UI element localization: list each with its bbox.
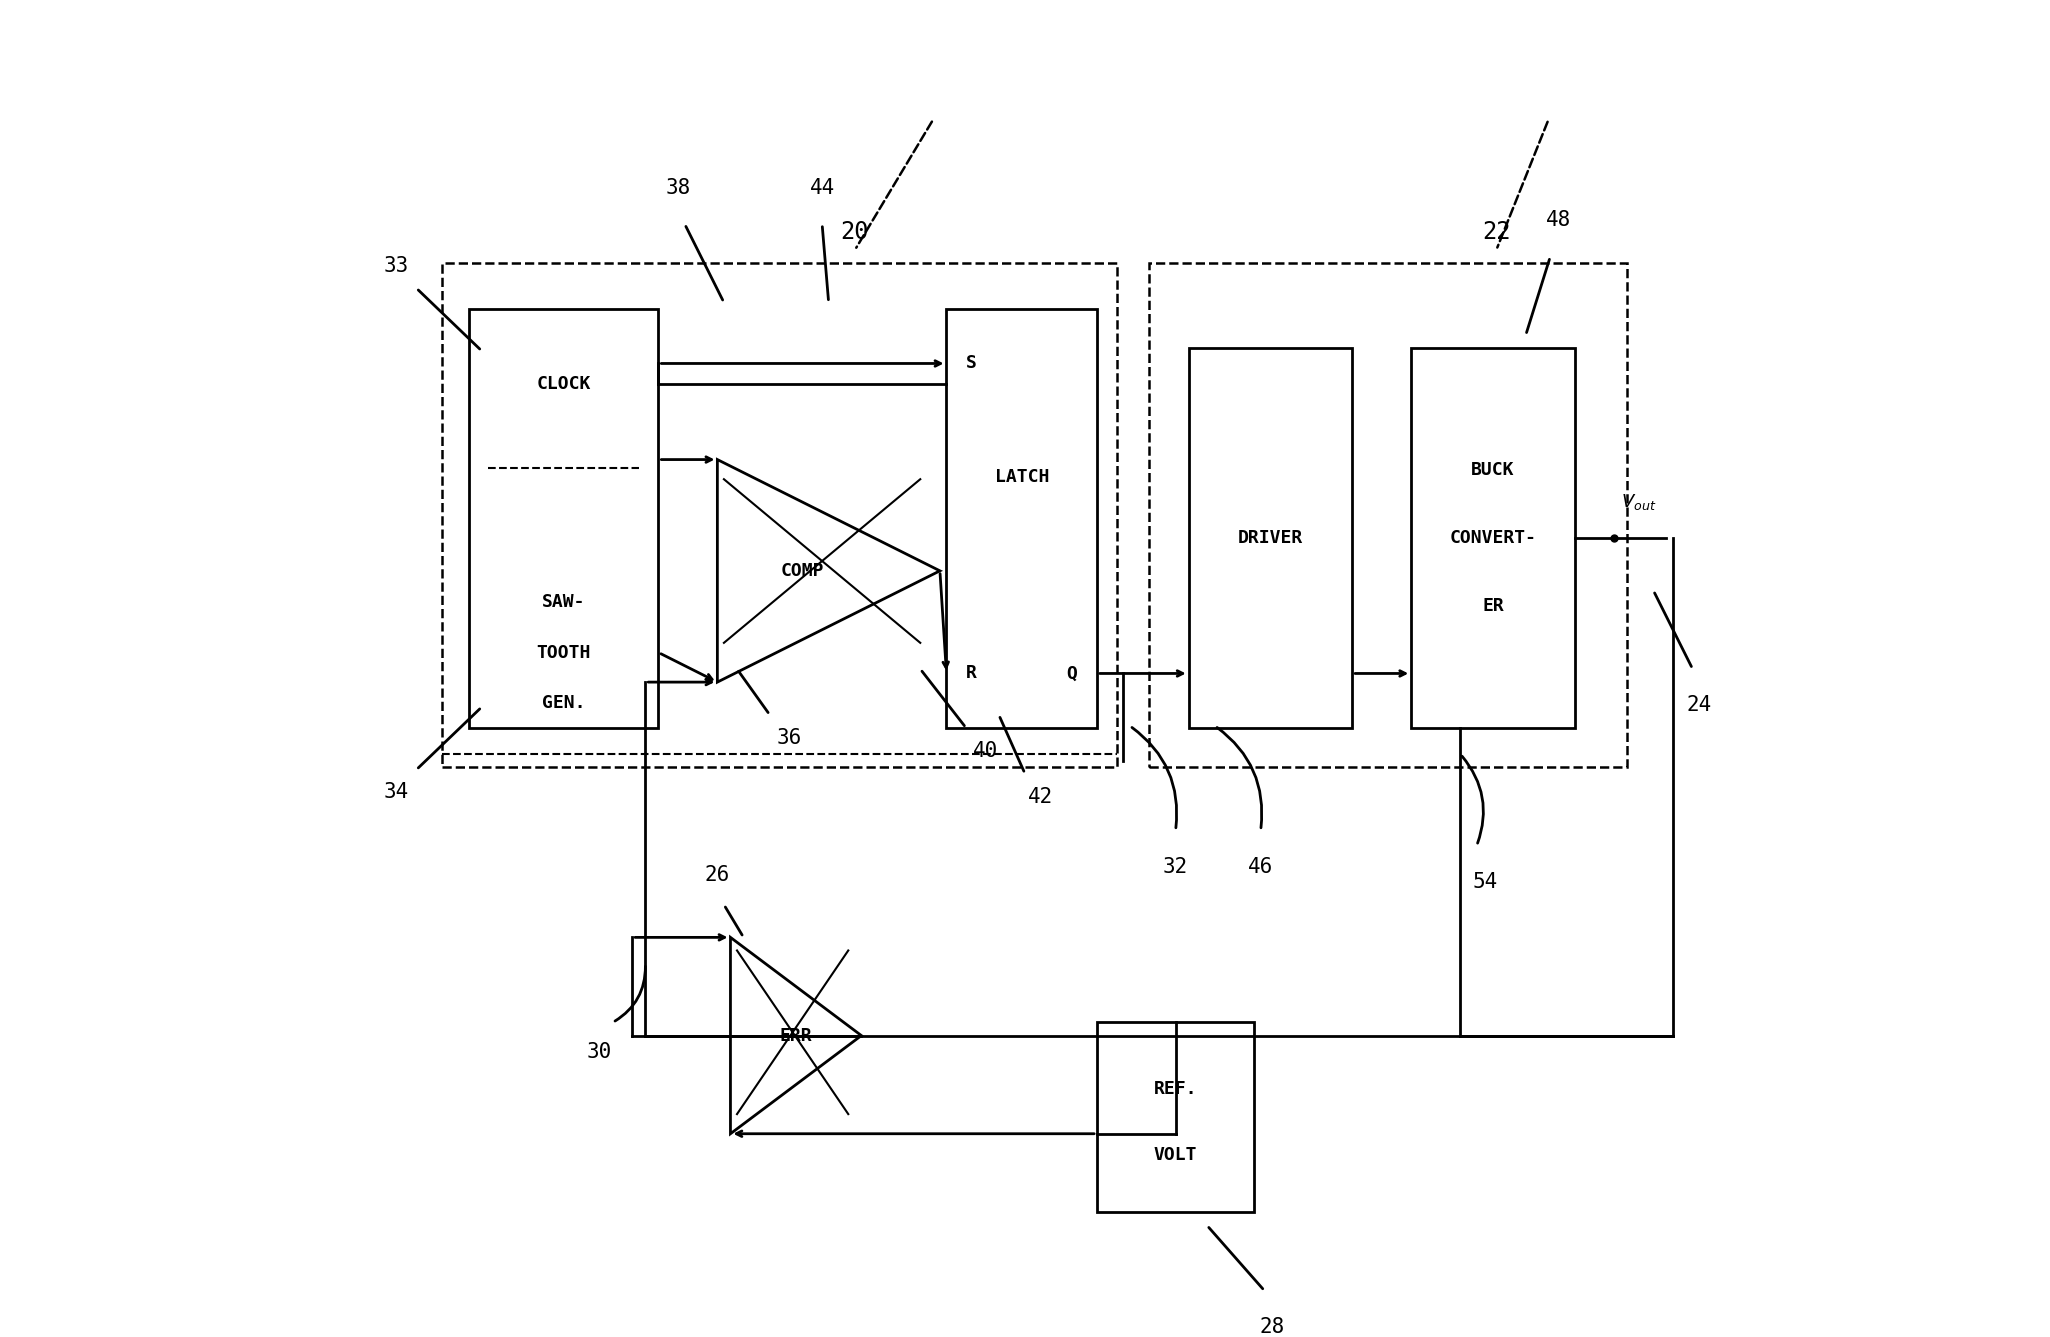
Polygon shape bbox=[718, 460, 939, 682]
Text: 33: 33 bbox=[383, 255, 410, 275]
Text: 46: 46 bbox=[1248, 857, 1273, 877]
Text: COMP: COMP bbox=[781, 562, 824, 580]
Text: 22: 22 bbox=[1482, 219, 1511, 243]
Text: Q: Q bbox=[1066, 664, 1078, 682]
Bar bbox=[1410, 349, 1574, 727]
Text: 26: 26 bbox=[705, 865, 730, 885]
Bar bbox=[1189, 349, 1353, 727]
Text: 36: 36 bbox=[777, 727, 802, 747]
Text: SAW-: SAW- bbox=[541, 594, 586, 611]
Text: R: R bbox=[966, 664, 978, 682]
Text: LATCH: LATCH bbox=[994, 468, 1050, 485]
Bar bbox=[469, 309, 658, 727]
Text: 32: 32 bbox=[1162, 857, 1189, 877]
Text: 42: 42 bbox=[1027, 787, 1054, 806]
Text: 54: 54 bbox=[1472, 872, 1496, 892]
Polygon shape bbox=[730, 937, 861, 1134]
Text: 48: 48 bbox=[1546, 210, 1570, 230]
Text: CLOCK: CLOCK bbox=[537, 376, 590, 393]
Text: 30: 30 bbox=[586, 1042, 613, 1062]
Text: VOLT: VOLT bbox=[1154, 1146, 1197, 1165]
Text: $V_{out}$: $V_{out}$ bbox=[1622, 492, 1656, 512]
Text: 38: 38 bbox=[666, 178, 691, 198]
Text: REF.: REF. bbox=[1154, 1080, 1197, 1098]
Text: 34: 34 bbox=[383, 782, 410, 802]
Text: 44: 44 bbox=[810, 178, 834, 198]
Text: BUCK: BUCK bbox=[1472, 461, 1515, 479]
Bar bbox=[947, 309, 1097, 727]
Text: S: S bbox=[966, 354, 978, 373]
Text: TOOTH: TOOTH bbox=[537, 643, 590, 662]
Text: DRIVER: DRIVER bbox=[1238, 529, 1304, 547]
Bar bbox=[1097, 1023, 1255, 1213]
Text: GEN.: GEN. bbox=[541, 694, 586, 711]
Text: 20: 20 bbox=[840, 219, 869, 243]
Text: CONVERT-: CONVERT- bbox=[1449, 529, 1538, 547]
Text: ERR: ERR bbox=[779, 1027, 812, 1044]
Text: 24: 24 bbox=[1687, 695, 1712, 715]
Text: ER: ER bbox=[1482, 598, 1505, 615]
Text: 28: 28 bbox=[1261, 1317, 1285, 1337]
Text: 40: 40 bbox=[972, 741, 998, 761]
